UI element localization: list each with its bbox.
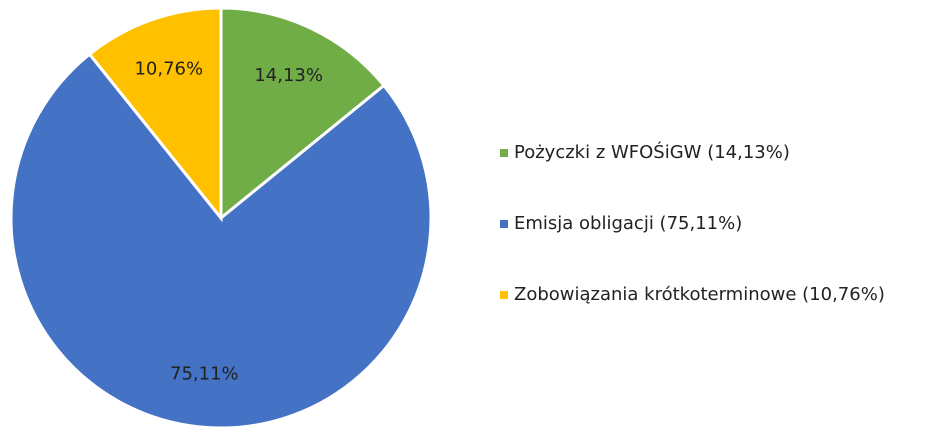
pie-slice (87, 6, 223, 223)
legend-marker (500, 149, 508, 157)
legend-marker (500, 220, 508, 228)
legend-marker (500, 291, 508, 299)
pie-slice (219, 6, 387, 222)
data-label: 75,11% (170, 364, 239, 385)
legend-label: Pożyczki z WFOŚiGW (14,13%) (514, 141, 790, 163)
legend-label: Zobowiązania krótkoterminowe (10,76%) (514, 284, 885, 305)
data-label: 10,76% (134, 58, 203, 79)
data-label: 14,13% (254, 65, 323, 86)
legend-label: Emisja obligacji (75,11%) (514, 213, 742, 234)
